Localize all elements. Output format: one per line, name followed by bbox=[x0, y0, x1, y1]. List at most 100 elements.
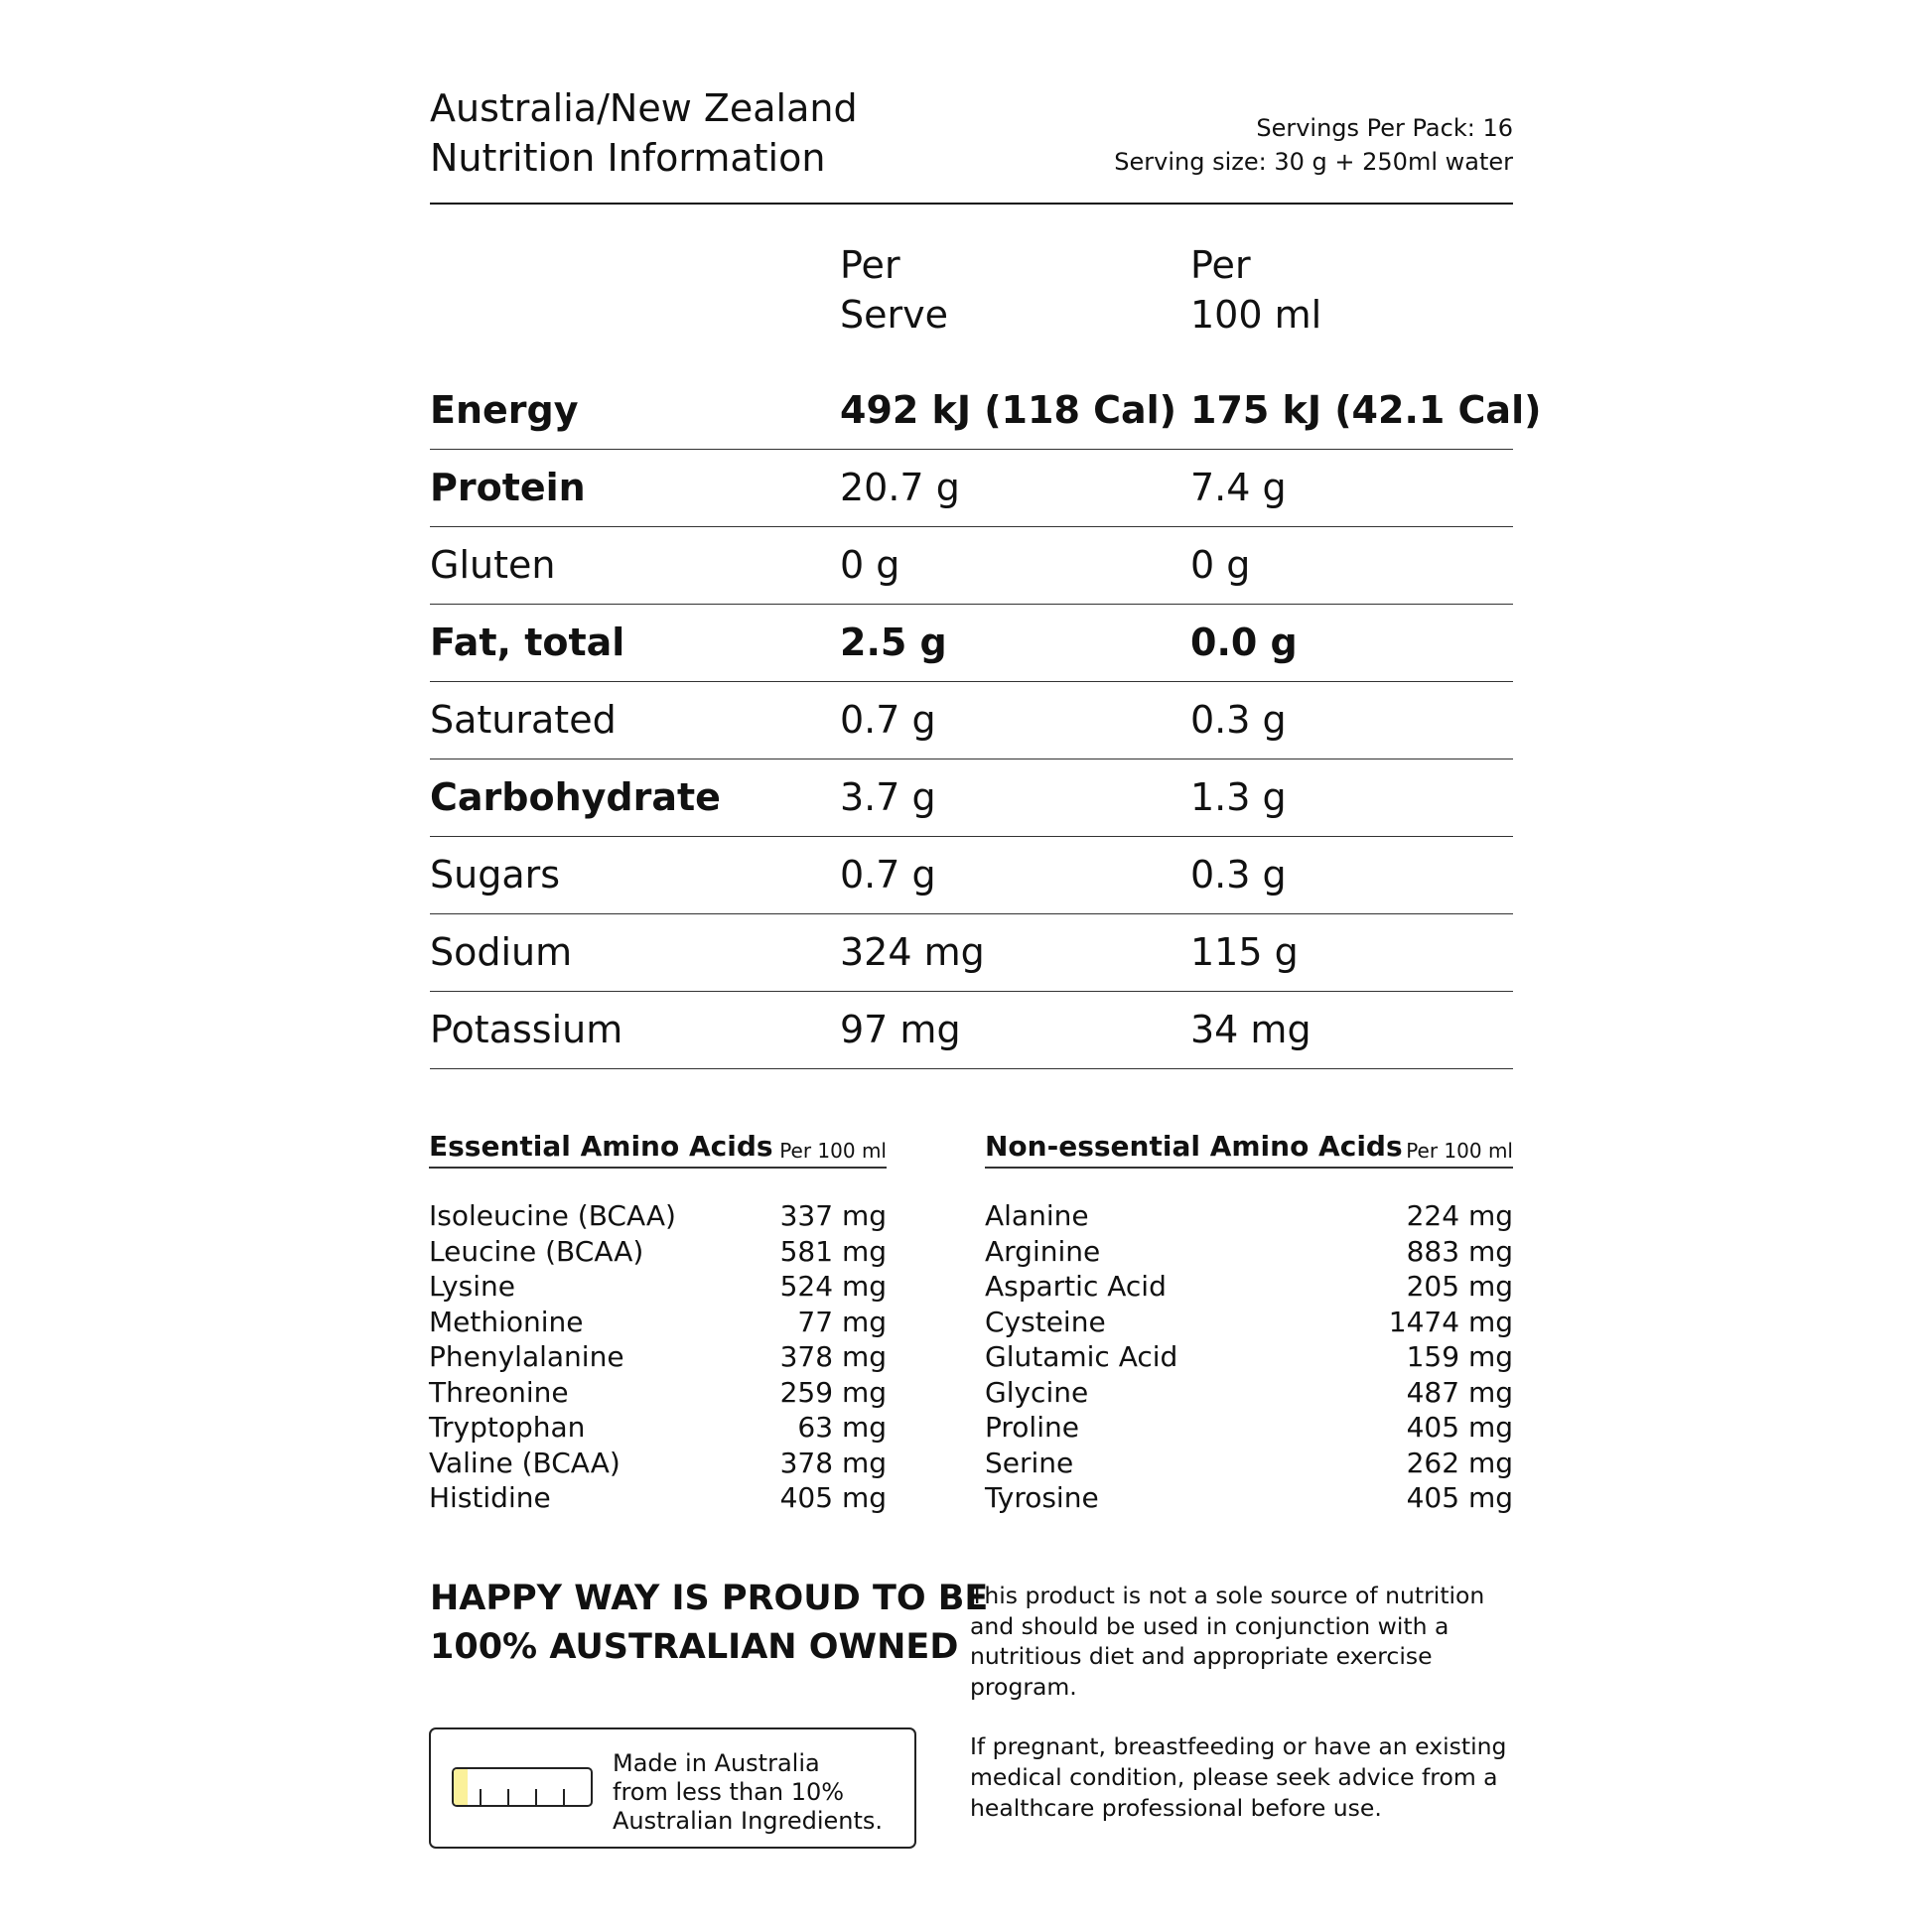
australian-owned-heading: HAPPY WAY IS PROUD TO BE 100% AUSTRALIAN… bbox=[430, 1575, 988, 1672]
nutrient-name: Sugars bbox=[430, 853, 561, 897]
table-row: Energy 492 kJ (118 Cal) 175 kJ (42.1 Cal) bbox=[430, 371, 1541, 450]
amino-name: Serine bbox=[985, 1446, 1074, 1479]
section-title: Essential Amino Acids bbox=[429, 1130, 773, 1163]
amino-value: 77 mg bbox=[797, 1305, 887, 1338]
nutrient-name: Gluten bbox=[430, 543, 556, 587]
list-item: Threonine 259 mg bbox=[429, 1375, 887, 1411]
amino-name: Leucine (BCAA) bbox=[429, 1234, 644, 1268]
per-serve-value: 3.7 g bbox=[840, 775, 936, 819]
per-100ml-value: 0 g bbox=[1190, 543, 1251, 587]
badge-line: Made in Australia bbox=[613, 1749, 820, 1777]
amino-value: 159 mg bbox=[1406, 1340, 1513, 1373]
made-in-australia-badge: Made in Australia from less than 10% Aus… bbox=[429, 1727, 916, 1849]
nutrient-name: Saturated bbox=[430, 698, 617, 742]
table-row: Potassium 97 mg 34 mg bbox=[430, 991, 1513, 1069]
amino-name: Threonine bbox=[429, 1375, 569, 1409]
amino-value: 581 mg bbox=[779, 1234, 887, 1268]
per-serve-value: 0 g bbox=[840, 543, 900, 587]
amino-value: 378 mg bbox=[779, 1446, 887, 1479]
amino-value: 524 mg bbox=[779, 1270, 887, 1303]
list-item: Alanine 224 mg bbox=[985, 1198, 1513, 1234]
gauge-tick bbox=[480, 1789, 482, 1805]
amino-name: Glycine bbox=[985, 1375, 1089, 1409]
amino-name: Valine (BCAA) bbox=[429, 1446, 621, 1479]
per-serve-value: 20.7 g bbox=[840, 466, 960, 509]
column-header-per-serve: Per Serve bbox=[840, 240, 948, 340]
list-item: Cysteine 1474 mg bbox=[985, 1305, 1513, 1340]
disclaimer-paragraph: If pregnant, breastfeeding or have an ex… bbox=[970, 1732, 1507, 1822]
list-item: Tryptophan 63 mg bbox=[429, 1410, 887, 1446]
column-header-line: Per bbox=[840, 243, 900, 287]
amino-value: 883 mg bbox=[1406, 1234, 1513, 1268]
per-serve-value: 2.5 g bbox=[840, 621, 947, 664]
per-100ml-value: 0.3 g bbox=[1190, 698, 1287, 742]
nutrient-name: Carbohydrate bbox=[430, 775, 721, 819]
list-item: Tyrosine 405 mg bbox=[985, 1480, 1513, 1516]
per-serve-value: 0.7 g bbox=[840, 698, 936, 742]
column-header-line: Serve bbox=[840, 293, 948, 337]
heading-line: HAPPY WAY IS PROUD TO BE bbox=[430, 1579, 989, 1618]
table-row: Saturated 0.7 g 0.3 g bbox=[430, 681, 1513, 759]
amino-value: 405 mg bbox=[1406, 1481, 1513, 1514]
nutrient-name: Fat, total bbox=[430, 621, 625, 664]
title-line: Australia/New Zealand bbox=[430, 86, 858, 130]
amino-value: 259 mg bbox=[779, 1375, 887, 1409]
column-header-per-100ml: Per 100 ml bbox=[1190, 240, 1321, 340]
list-item: Serine 262 mg bbox=[985, 1446, 1513, 1481]
amino-value: 63 mg bbox=[797, 1411, 887, 1444]
amino-name: Lysine bbox=[429, 1270, 515, 1303]
per-serve-value: 324 mg bbox=[840, 930, 985, 974]
table-row: Sugars 0.7 g 0.3 g bbox=[430, 836, 1513, 914]
amino-name: Cysteine bbox=[985, 1305, 1106, 1338]
column-header-line: Per bbox=[1190, 243, 1251, 287]
amino-name: Aspartic Acid bbox=[985, 1270, 1167, 1303]
list-item: Phenylalanine 378 mg bbox=[429, 1339, 887, 1375]
section-unit: Per 100 ml bbox=[779, 1139, 887, 1163]
list-item: Glutamic Acid 159 mg bbox=[985, 1339, 1513, 1375]
amino-name: Proline bbox=[985, 1411, 1079, 1444]
list-item: Lysine 524 mg bbox=[429, 1269, 887, 1305]
amino-value: 262 mg bbox=[1406, 1446, 1513, 1479]
essential-amino-acids: Essential Amino Acids Per 100 ml Isoleuci… bbox=[429, 1130, 887, 1516]
amino-value: 1474 mg bbox=[1388, 1305, 1513, 1338]
nutrient-name: Energy bbox=[430, 388, 579, 432]
amino-name: Arginine bbox=[985, 1234, 1101, 1268]
badge-line: from less than 10% bbox=[613, 1778, 845, 1806]
nutrient-name: Protein bbox=[430, 466, 586, 509]
gauge-tick bbox=[535, 1789, 537, 1805]
amino-value: 405 mg bbox=[779, 1481, 887, 1514]
list-item: Proline 405 mg bbox=[985, 1410, 1513, 1446]
amino-name: Phenylalanine bbox=[429, 1340, 624, 1373]
amino-value: 405 mg bbox=[1406, 1411, 1513, 1444]
per-serve-value: 0.7 g bbox=[840, 853, 936, 897]
badge-text: Made in Australia from less than 10% Aus… bbox=[613, 1749, 883, 1836]
per-100ml-value: 115 g bbox=[1190, 930, 1299, 974]
divider bbox=[430, 203, 1513, 205]
section-unit: Per 100 ml bbox=[1406, 1139, 1513, 1163]
serving-info: Servings Per Pack: 16 Serving size: 30 g… bbox=[1114, 111, 1513, 179]
list-item: Valine (BCAA) 378 mg bbox=[429, 1446, 887, 1481]
nutrient-name: Sodium bbox=[430, 930, 573, 974]
title-line: Nutrition Information bbox=[430, 136, 826, 180]
table-row: Fat, total 2.5 g 0.0 g bbox=[430, 604, 1513, 682]
per-100ml-value: 0.0 g bbox=[1190, 621, 1298, 664]
column-header-line: 100 ml bbox=[1190, 293, 1322, 337]
per-serve-value: 97 mg bbox=[840, 1008, 961, 1051]
disclaimer-paragraph: This product is not a sole source of nut… bbox=[970, 1582, 1485, 1701]
amino-value: 337 mg bbox=[779, 1199, 887, 1232]
list-item: Glycine 487 mg bbox=[985, 1375, 1513, 1411]
gauge-fill bbox=[454, 1769, 468, 1805]
amino-value: 224 mg bbox=[1406, 1199, 1513, 1232]
badge-line: Australian Ingredients. bbox=[613, 1807, 884, 1835]
table-row: Carbohydrate 3.7 g 1.3 g bbox=[430, 759, 1513, 837]
amino-name: Histidine bbox=[429, 1481, 551, 1514]
amino-value: 378 mg bbox=[779, 1340, 887, 1373]
per-100ml-value: 0.3 g bbox=[1190, 853, 1287, 897]
amino-name: Tryptophan bbox=[429, 1411, 586, 1444]
amino-name: Isoleucine (BCAA) bbox=[429, 1199, 676, 1232]
per-serve-value: 492 kJ (118 Cal) bbox=[840, 388, 1177, 432]
servings-per-pack: Servings Per Pack: 16 bbox=[1256, 114, 1513, 142]
list-item: Histidine 405 mg bbox=[429, 1480, 887, 1516]
amino-name: Methionine bbox=[429, 1305, 584, 1338]
per-100ml-value: 1.3 g bbox=[1190, 775, 1287, 819]
